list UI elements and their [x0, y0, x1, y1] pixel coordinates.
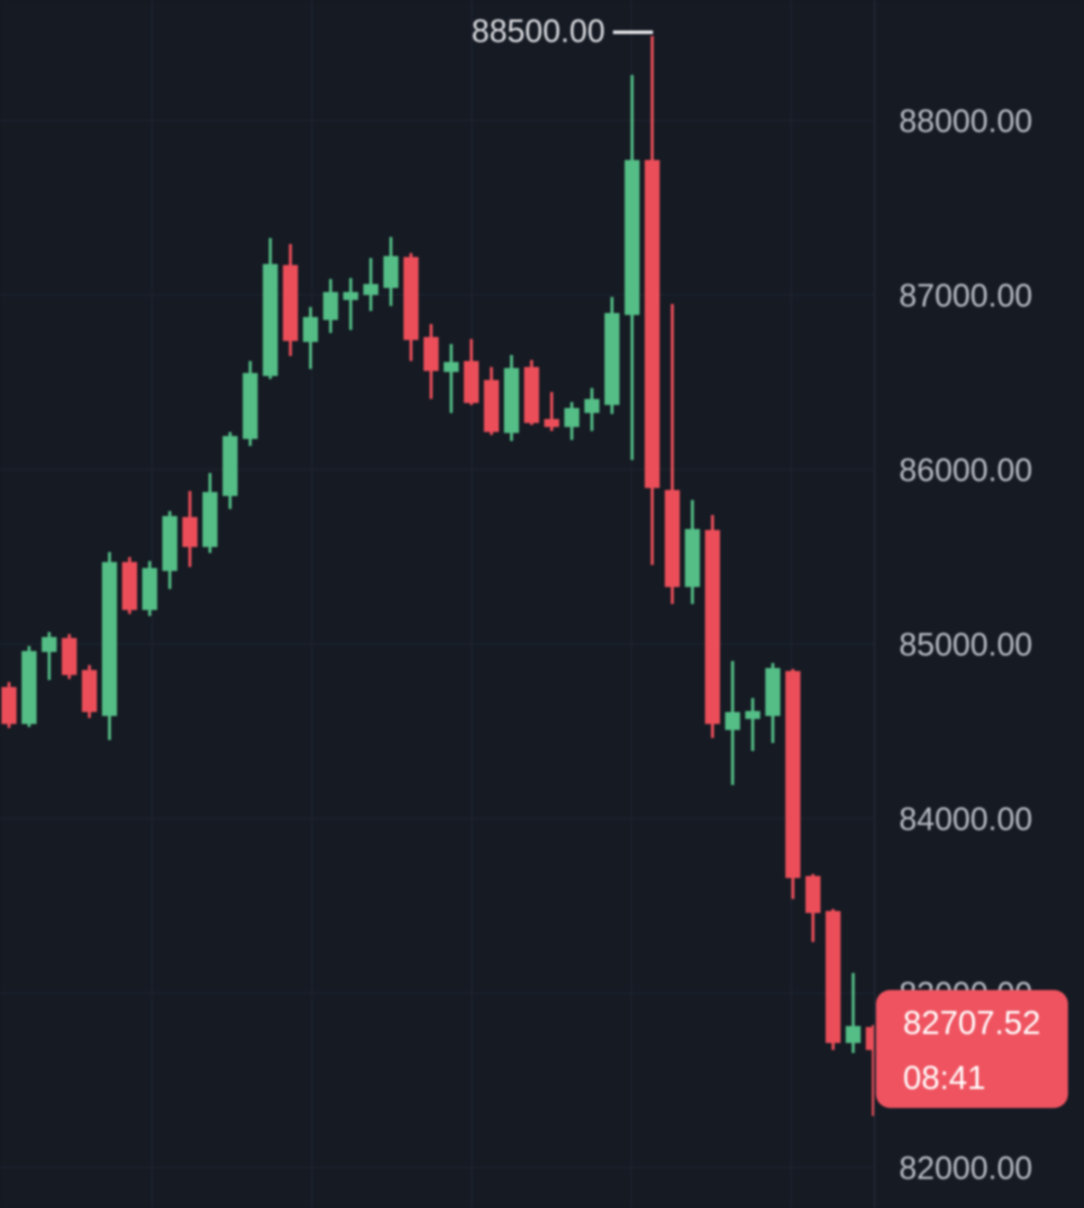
- svg-text:82000.00: 82000.00: [899, 1150, 1032, 1186]
- svg-text:85000.00: 85000.00: [899, 627, 1032, 663]
- svg-text:08:41: 08:41: [903, 1059, 986, 1096]
- svg-text:88500.00: 88500.00: [472, 13, 605, 49]
- svg-text:84000.00: 84000.00: [899, 801, 1032, 837]
- svg-text:88000.00: 88000.00: [899, 103, 1032, 139]
- svg-text:82707.52: 82707.52: [903, 1004, 1041, 1041]
- svg-text:87000.00: 87000.00: [899, 278, 1032, 314]
- svg-text:86000.00: 86000.00: [899, 452, 1032, 488]
